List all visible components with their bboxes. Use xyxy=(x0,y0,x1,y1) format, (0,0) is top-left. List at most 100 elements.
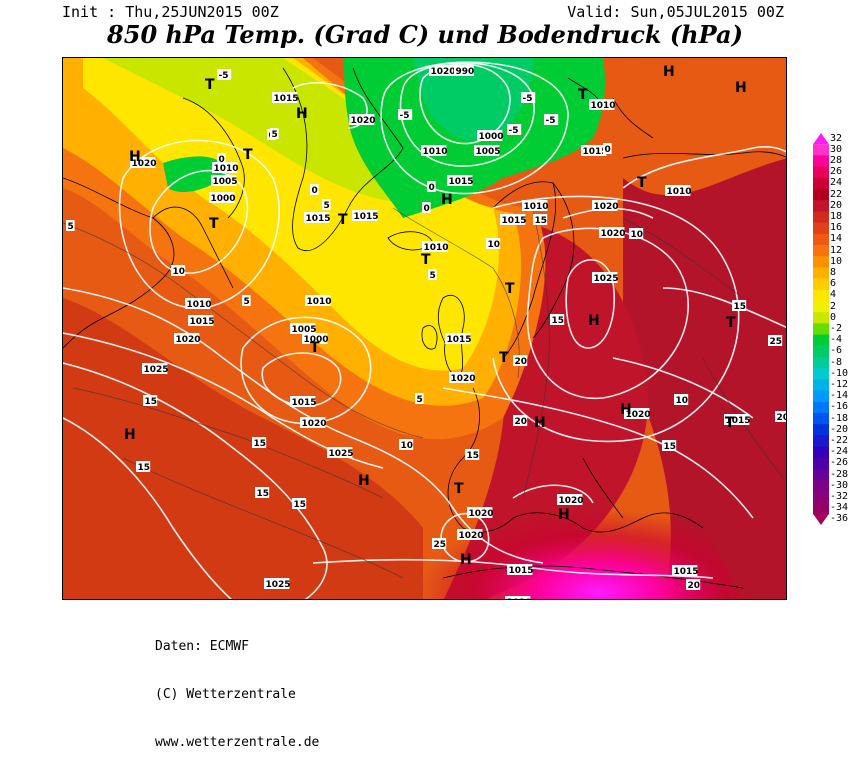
weather-map: 1020 1015 1020 1020 1010 1005 1000 1015 1015 1010… xyxy=(62,57,787,600)
high-pressure-marker: H xyxy=(620,402,632,418)
legend-label: 26 xyxy=(830,166,843,178)
pressure-label: 1010 xyxy=(422,241,449,253)
svg-text:15: 15 xyxy=(552,316,565,326)
temperature-label: 10 xyxy=(629,228,644,240)
temperature-label: 25 xyxy=(768,335,783,347)
temperature-label: 0 xyxy=(422,202,431,214)
credits: Daten: ECMWF (C) Wetterzentrale www.wett… xyxy=(155,607,319,767)
pressure-label: 1020 xyxy=(174,333,201,345)
svg-text:5: 5 xyxy=(272,130,278,140)
pressure-label: 1015 xyxy=(290,396,317,408)
pressure-label: 1010 xyxy=(522,200,549,212)
pressure-label: 1020 xyxy=(599,227,626,239)
legend-swatch xyxy=(813,424,829,436)
temperature-label: 15 xyxy=(143,395,158,407)
legend-label: -36 xyxy=(830,513,849,525)
svg-text:1015: 1015 xyxy=(583,147,608,157)
svg-text:1010: 1010 xyxy=(307,297,332,307)
svg-text:1010: 1010 xyxy=(214,164,239,174)
svg-text:0: 0 xyxy=(429,183,435,193)
svg-text:-5: -5 xyxy=(509,126,519,136)
pressure-systems: T H T H T T H T H H T T T H T T T H H H H T H H T xyxy=(124,64,747,568)
temperature-legend: 32 30 28 26 24 22 20 18 16 14 12 10 8 6 4 2 0 -2 -4 -6 -8 -10… xyxy=(812,133,848,525)
low-pressure-marker: T xyxy=(338,212,348,228)
legend-swatch xyxy=(813,267,829,280)
high-pressure-marker: H xyxy=(441,192,453,208)
svg-text:990: 990 xyxy=(456,67,475,77)
pressure-label: 1025 xyxy=(592,272,619,284)
legend-swatch xyxy=(813,211,829,224)
legend-swatch xyxy=(813,155,829,168)
pressure-label: 1020 xyxy=(557,494,584,506)
legend-swatch xyxy=(813,256,829,268)
temperature-label: 15 xyxy=(292,498,307,510)
high-pressure-marker: H xyxy=(534,415,546,431)
low-pressure-marker: T xyxy=(578,87,588,103)
credits-data-source: Daten: ECMWF xyxy=(155,639,249,654)
legend-label: -34 xyxy=(830,502,849,514)
legend-colorbar xyxy=(813,133,829,525)
svg-text:20: 20 xyxy=(688,581,701,591)
legend-label: 30 xyxy=(830,143,843,155)
valid-time-label: Valid: Sun,05JUL2015 00Z xyxy=(567,3,784,21)
pressure-label: 1015 xyxy=(724,414,751,426)
svg-text:5: 5 xyxy=(68,222,74,232)
legend-label: 22 xyxy=(830,188,843,200)
svg-text:15: 15 xyxy=(254,439,267,449)
svg-text:0: 0 xyxy=(219,155,225,165)
legend-label: -30 xyxy=(830,479,849,491)
high-pressure-marker: H xyxy=(129,149,141,165)
high-pressure-marker: H xyxy=(460,552,472,568)
pressure-label: 1020 xyxy=(467,507,494,519)
pressure-label: 1000 xyxy=(477,130,504,142)
temperature-label: 0 xyxy=(310,184,319,196)
svg-text:15: 15 xyxy=(294,500,307,510)
svg-text:20: 20 xyxy=(515,417,528,427)
legend-label: -20 xyxy=(830,423,849,435)
legend-swatch xyxy=(813,301,829,313)
high-pressure-marker: H xyxy=(588,313,600,329)
legend-swatch xyxy=(813,401,829,414)
temperature-label: -5 xyxy=(217,69,232,81)
svg-text:1015: 1015 xyxy=(509,566,534,576)
pressure-label: 1015 xyxy=(447,175,474,187)
svg-text:15: 15 xyxy=(257,489,270,499)
svg-text:1020: 1020 xyxy=(132,159,157,169)
pressure-label: 1015 xyxy=(500,214,527,226)
temperature-label: 15 xyxy=(732,300,747,312)
pressure-label: 1010 xyxy=(421,145,448,157)
legend-swatch xyxy=(813,480,829,492)
legend-label: 8 xyxy=(830,267,837,278)
legend-label: -8 xyxy=(830,356,843,368)
pressure-label: 1010 xyxy=(505,596,532,599)
legend-swatch xyxy=(813,491,829,504)
pressure-label: 1010 xyxy=(185,298,212,310)
legend-swatch xyxy=(813,368,829,380)
legend-swatch xyxy=(813,233,829,246)
svg-text:15: 15 xyxy=(535,216,548,226)
legend-label: 6 xyxy=(830,278,837,290)
legend-label: -24 xyxy=(830,446,849,458)
temperature-label: 10 xyxy=(399,439,414,451)
legend-swatch xyxy=(813,446,829,459)
high-pressure-marker: H xyxy=(358,473,370,489)
high-pressure-marker: H xyxy=(558,507,570,523)
svg-text:0: 0 xyxy=(424,204,430,214)
svg-text:1000: 1000 xyxy=(479,132,504,142)
pressure-label: 1010 xyxy=(212,162,239,174)
legend-label: -6 xyxy=(830,345,843,357)
credits-website: www.wetterzentrale.de xyxy=(155,735,320,750)
legend-label: -26 xyxy=(830,457,849,469)
legend-label: -4 xyxy=(830,334,843,346)
pressure-label: 1015 xyxy=(272,92,299,104)
svg-text:1020: 1020 xyxy=(469,509,494,519)
legend-label: -32 xyxy=(830,491,849,502)
svg-text:1015: 1015 xyxy=(449,177,474,187)
temperature-label: 0 xyxy=(603,143,612,155)
svg-text:1020: 1020 xyxy=(431,67,456,77)
svg-text:1005: 1005 xyxy=(292,325,317,335)
svg-text:-5: -5 xyxy=(400,111,410,121)
svg-text:1005: 1005 xyxy=(213,177,238,187)
temperature-label: 15 xyxy=(136,461,151,473)
pressure-label: 1020 xyxy=(624,408,651,420)
